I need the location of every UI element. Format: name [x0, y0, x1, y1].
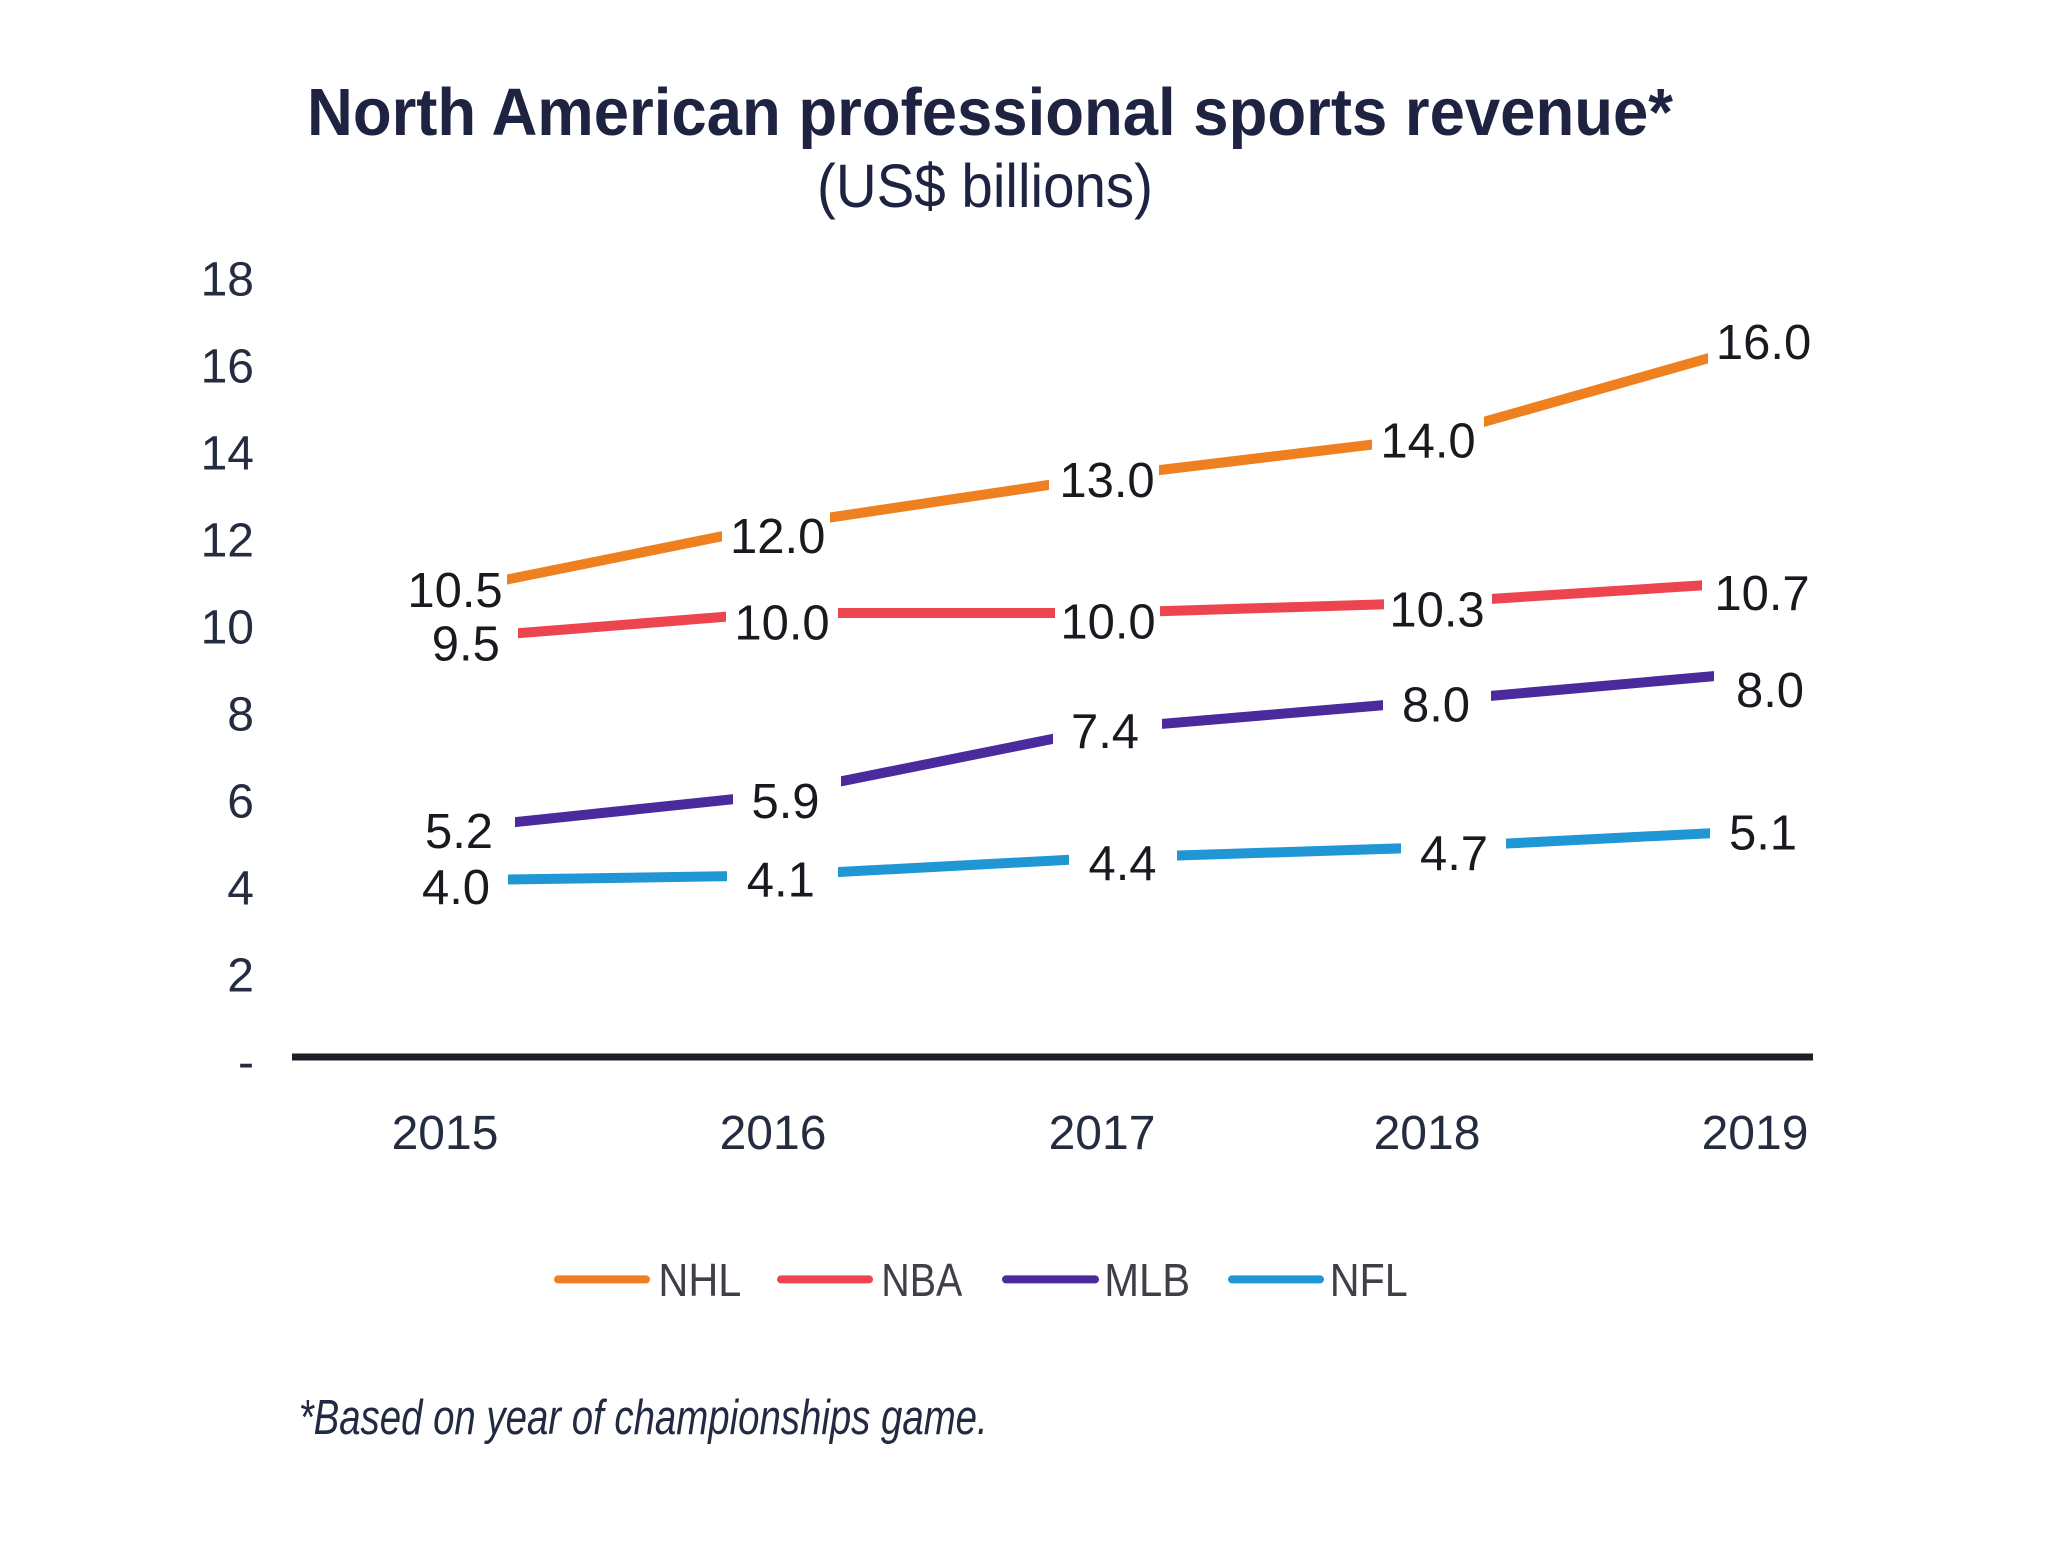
svg-text:14: 14	[201, 428, 254, 481]
svg-text:2: 2	[227, 950, 254, 1003]
svg-text:10: 10	[201, 602, 254, 655]
svg-text:*Based on year of championship: *Based on year of championships game.	[299, 1391, 988, 1445]
svg-text:10.5: 10.5	[407, 564, 502, 618]
svg-text:4.4: 4.4	[1088, 837, 1156, 891]
svg-text:5.9: 5.9	[751, 775, 819, 829]
svg-text:5.2: 5.2	[425, 805, 493, 859]
svg-text:6: 6	[227, 776, 254, 829]
svg-text:NFL: NFL	[1330, 1254, 1408, 1306]
svg-text:2017: 2017	[1049, 1107, 1156, 1160]
svg-text:10.0: 10.0	[1060, 595, 1155, 649]
svg-text:(US$ billions): (US$ billions)	[817, 152, 1153, 220]
svg-text:10.3: 10.3	[1389, 584, 1484, 638]
svg-text:10.7: 10.7	[1714, 567, 1809, 621]
svg-text:13.0: 13.0	[1059, 454, 1154, 508]
svg-text:4.7: 4.7	[1420, 827, 1488, 881]
svg-text:-: -	[238, 1037, 254, 1090]
svg-text:MLB: MLB	[1104, 1254, 1190, 1306]
svg-text:4.0: 4.0	[422, 861, 490, 915]
svg-text:NHL: NHL	[658, 1254, 741, 1306]
svg-text:16.0: 16.0	[1716, 316, 1811, 370]
svg-text:5.1: 5.1	[1729, 806, 1797, 860]
svg-text:4: 4	[227, 863, 254, 916]
svg-text:16: 16	[201, 341, 254, 394]
svg-text:2016: 2016	[720, 1107, 827, 1160]
svg-text:8: 8	[227, 689, 254, 742]
svg-text:9.5: 9.5	[432, 618, 500, 672]
svg-text:North American professional sp: North American professional sports reven…	[307, 75, 1674, 150]
svg-text:7.4: 7.4	[1071, 705, 1139, 759]
svg-text:2015: 2015	[392, 1107, 499, 1160]
svg-text:12.0: 12.0	[730, 510, 825, 564]
svg-text:NBA: NBA	[881, 1254, 962, 1306]
svg-text:8.0: 8.0	[1402, 679, 1470, 733]
svg-text:4.1: 4.1	[747, 853, 815, 907]
svg-text:18: 18	[201, 254, 254, 307]
svg-text:10.0: 10.0	[734, 596, 829, 650]
svg-text:2019: 2019	[1702, 1107, 1809, 1160]
svg-text:14.0: 14.0	[1380, 414, 1475, 468]
svg-text:8.0: 8.0	[1736, 664, 1804, 718]
svg-text:2018: 2018	[1374, 1107, 1481, 1160]
svg-text:12: 12	[201, 515, 254, 568]
